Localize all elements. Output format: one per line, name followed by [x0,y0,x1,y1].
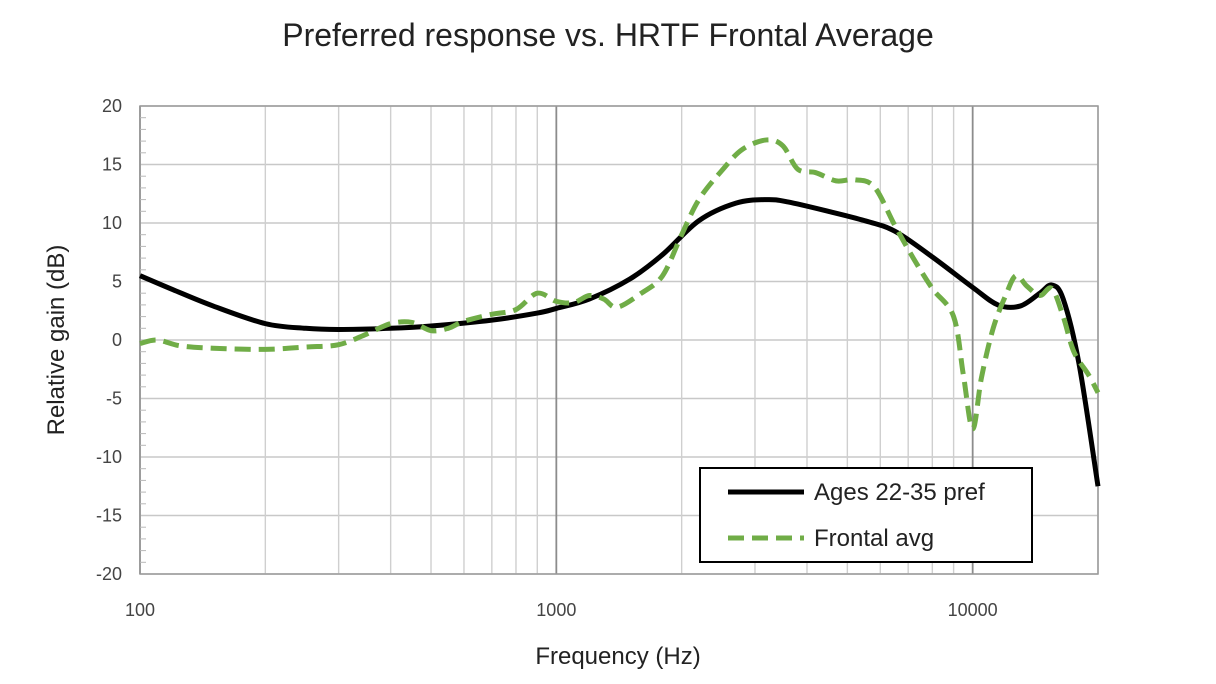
tick-layer: -20 -15 -10 -5 0 5 10 15 20 100 1000 10000 [96,96,998,620]
series-line-ages-22-35-pref [139,197,1101,487]
series-layer [139,137,1101,487]
plot-border [139,105,1099,575]
y-tick-label: -10 [96,447,122,467]
legend-label-ages-22-35-pref: Ages 22-35 pref [814,479,985,506]
y-tick-label: -20 [96,564,122,584]
chart-title: Preferred response vs. HRTF Frontal Aver… [282,17,934,53]
y-tick-label: 15 [102,155,122,175]
legend-label-frontal-avg: Frontal avg [814,525,934,552]
x-tick-label: 100 [125,600,155,620]
series-line-frontal-avg [139,137,1101,432]
y-tick-label: -15 [96,506,122,526]
y-tick-label: 5 [112,272,122,292]
y-tick-label: 0 [112,330,122,350]
legend-box [699,467,1033,563]
x-axis-title: Frequency (Hz) [535,643,700,670]
legend: Ages 22-35 pref Frontal avg [699,467,1033,563]
y-axis-title: Relative gain (dB) [43,245,70,436]
y-tick-label: 10 [102,213,122,233]
x-tick-label: 1000 [536,600,576,620]
y-tick-label: -5 [106,389,122,409]
y-tick-label: 20 [102,96,122,116]
x-tick-label: 10000 [948,600,998,620]
